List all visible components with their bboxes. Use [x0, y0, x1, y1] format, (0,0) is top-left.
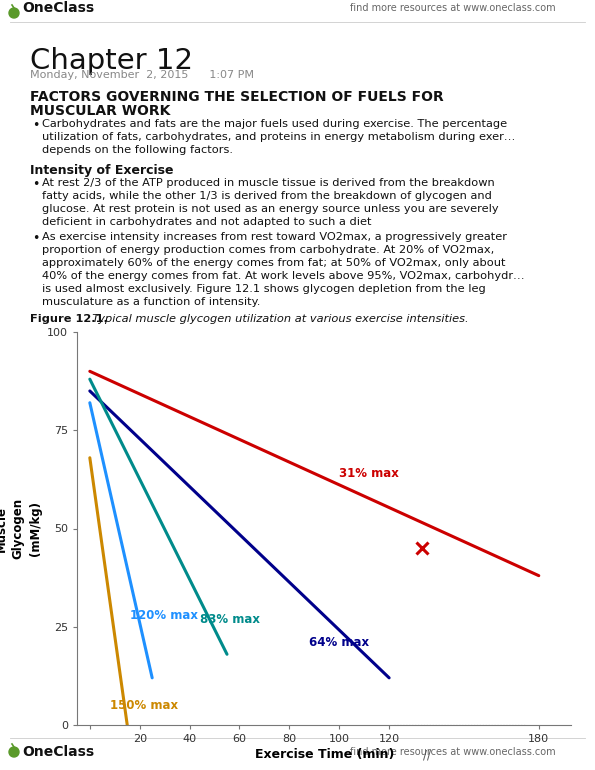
X-axis label: Exercise Time (min): Exercise Time (min) — [255, 748, 394, 762]
Text: 150% max: 150% max — [109, 699, 178, 712]
Text: depends on the following factors.: depends on the following factors. — [42, 145, 233, 155]
Text: 64% max: 64% max — [309, 636, 369, 649]
Text: Intensity of Exercise: Intensity of Exercise — [30, 164, 174, 177]
Text: At rest 2/3 of the ATP produced in muscle tissue is derived from the breakdown: At rest 2/3 of the ATP produced in muscl… — [42, 178, 495, 188]
Circle shape — [9, 8, 19, 18]
Text: proportion of energy production comes from carbohydrate. At 20% of VO2max,: proportion of energy production comes fr… — [42, 245, 494, 255]
Text: utilization of fats, carbohydrates, and proteins in energy metabolism during exe: utilization of fats, carbohydrates, and … — [42, 132, 515, 142]
Text: 31% max: 31% max — [339, 467, 399, 480]
Text: Monday, November  2, 2015      1:07 PM: Monday, November 2, 2015 1:07 PM — [30, 70, 254, 80]
Text: is used almost exclusively. Figure 12.1 shows glycogen depletion from the leg: is used almost exclusively. Figure 12.1 … — [42, 284, 486, 294]
Text: glucose. At rest protein is not used as an energy source unless you are severely: glucose. At rest protein is not used as … — [42, 204, 499, 214]
Text: •: • — [32, 119, 39, 132]
Text: •: • — [32, 232, 39, 245]
Text: Chapter 12: Chapter 12 — [30, 47, 193, 75]
Text: OneClass: OneClass — [22, 745, 94, 759]
Y-axis label: Muscle
Glycogen
(mM/kg): Muscle Glycogen (mM/kg) — [0, 498, 42, 559]
Text: 120% max: 120% max — [130, 609, 198, 622]
Text: //: // — [422, 748, 431, 762]
Text: FACTORS GOVERNING THE SELECTION OF FUELS FOR: FACTORS GOVERNING THE SELECTION OF FUELS… — [30, 90, 444, 104]
Text: Figure 12.1.: Figure 12.1. — [30, 314, 108, 324]
Text: OneClass: OneClass — [22, 1, 94, 15]
Text: deficient in carbohydrates and not adapted to such a diet: deficient in carbohydrates and not adapt… — [42, 217, 371, 227]
Text: MUSCULAR WORK: MUSCULAR WORK — [30, 104, 170, 118]
Text: •: • — [32, 178, 39, 191]
Text: Carbohydrates and fats are the major fuels used during exercise. The percentage: Carbohydrates and fats are the major fue… — [42, 119, 507, 129]
Text: musculature as a function of intensity.: musculature as a function of intensity. — [42, 297, 261, 307]
Text: 40% of the energy comes from fat. At work levels above 95%, VO2max, carbohydr…: 40% of the energy comes from fat. At wor… — [42, 271, 525, 281]
Text: As exercise intensity increases from rest toward VO2max, a progressively greater: As exercise intensity increases from res… — [42, 232, 507, 242]
Text: 83% max: 83% max — [199, 613, 259, 626]
Text: Typical muscle glycogen utilization at various exercise intensities.: Typical muscle glycogen utilization at v… — [85, 314, 469, 324]
Text: fatty acids, while the other 1/3 is derived from the breakdown of glycogen and: fatty acids, while the other 1/3 is deri… — [42, 191, 492, 201]
Text: approximately 60% of the energy comes from fat; at 50% of VO2max, only about: approximately 60% of the energy comes fr… — [42, 258, 506, 268]
Text: find more resources at www.oneclass.com: find more resources at www.oneclass.com — [350, 3, 556, 13]
Text: find more resources at www.oneclass.com: find more resources at www.oneclass.com — [350, 747, 556, 757]
Circle shape — [9, 747, 19, 757]
